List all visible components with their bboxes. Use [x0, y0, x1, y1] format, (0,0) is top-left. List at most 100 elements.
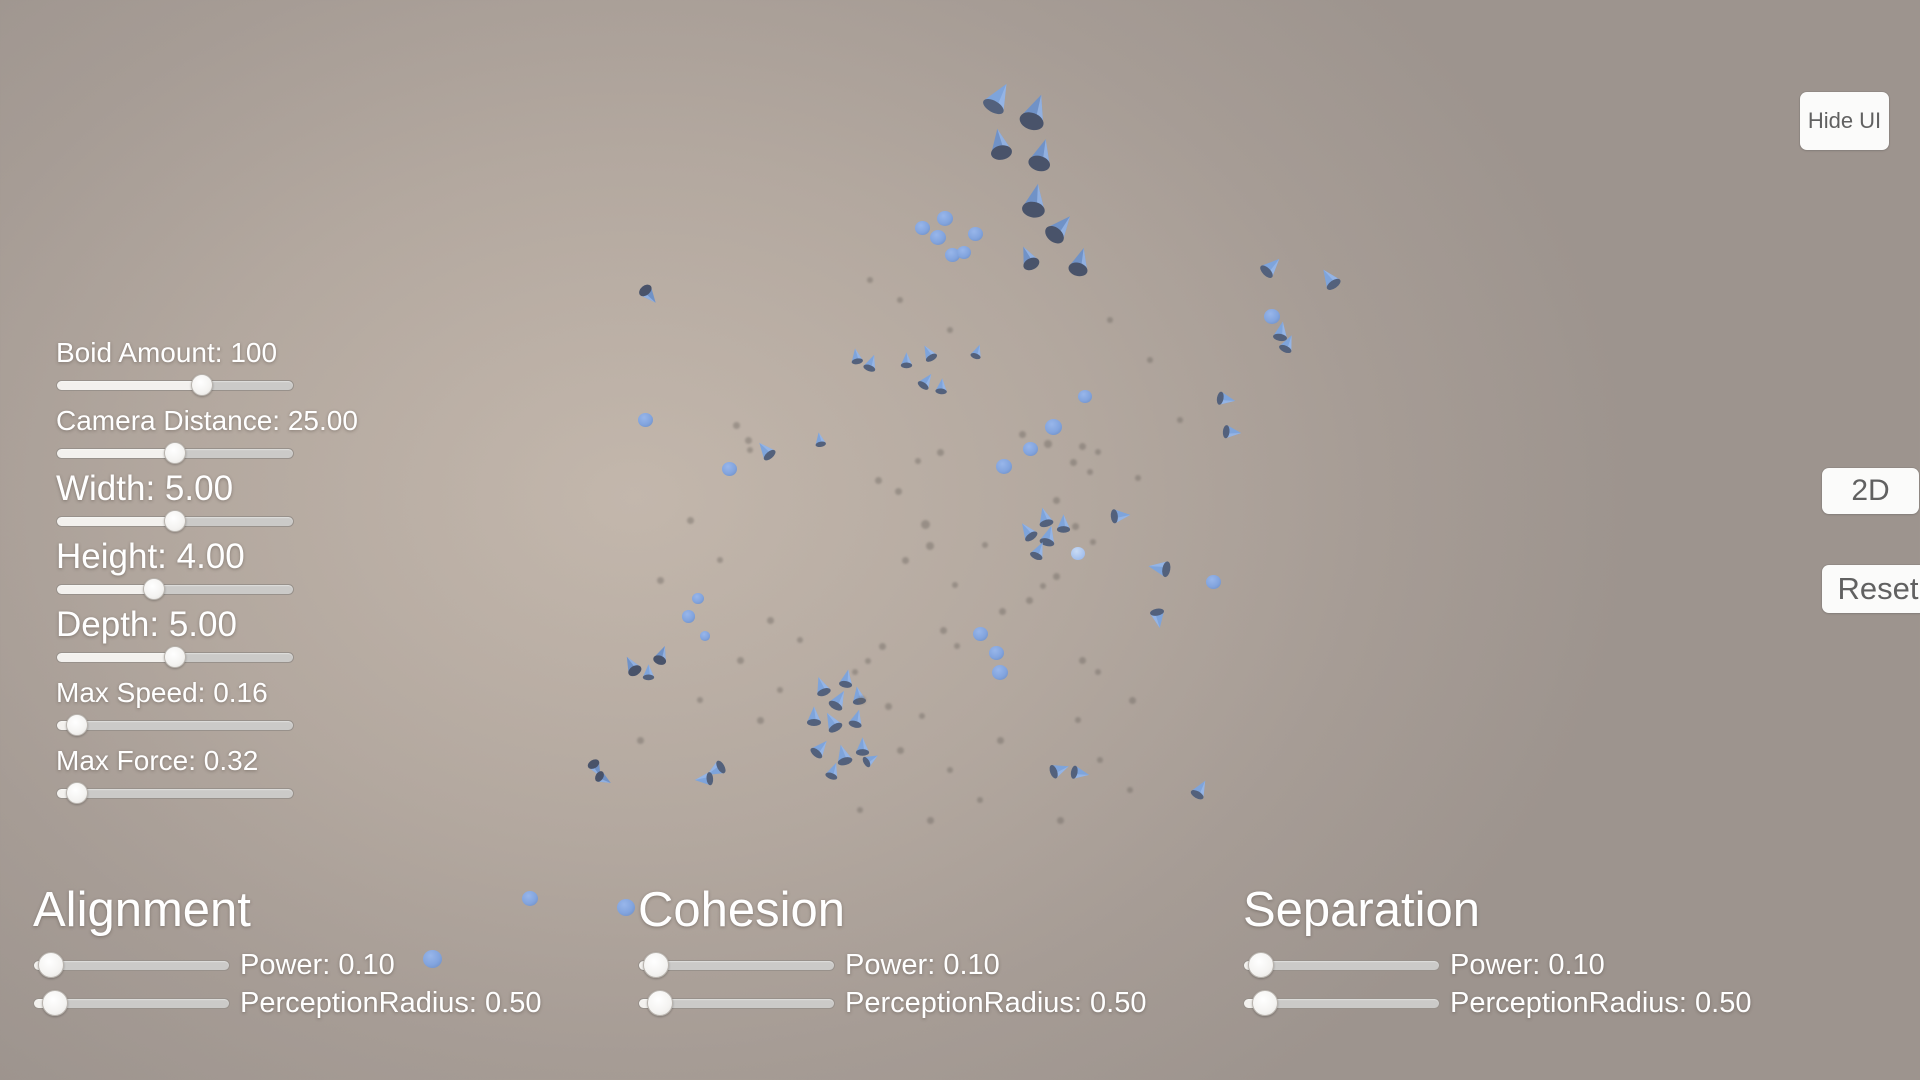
camera-distance-slider[interactable] [56, 441, 294, 465]
boid-ball [972, 626, 988, 642]
distant-boid-dot [1025, 596, 1033, 604]
boid-amount-slider[interactable] [56, 373, 294, 397]
boid-cone [1040, 208, 1079, 248]
boid-ball [992, 665, 1008, 681]
distant-boid-dot [636, 736, 644, 744]
boid-cone [918, 341, 940, 364]
boid-cone [849, 685, 867, 708]
distant-boid-dot [857, 807, 863, 813]
boid-ball [1022, 441, 1038, 457]
distant-boid-dot [1087, 469, 1093, 475]
boid-ball [944, 247, 960, 263]
boid-cone [1019, 181, 1051, 220]
distant-boid-dot [1090, 539, 1096, 545]
distant-boid-dot [1040, 583, 1046, 589]
distant-boid-dot [1056, 816, 1064, 824]
boid-ball [1264, 309, 1280, 325]
boid-cone [1256, 252, 1286, 282]
boid-cone [806, 706, 822, 728]
boid-cone [813, 431, 828, 449]
cohesion-power-slider[interactable] [638, 950, 835, 980]
width-slider[interactable] [56, 509, 294, 533]
separation-title: Separation [1243, 883, 1481, 937]
boid-cone [1220, 424, 1241, 441]
boid-cone [1015, 519, 1040, 546]
depth-label: Depth: 5.00 [56, 605, 237, 644]
cohesion-power-label: Power: 0.10 [845, 948, 1000, 981]
boid-cone [969, 342, 986, 361]
alignment-perception-radius-slider[interactable] [33, 988, 230, 1018]
boid-cone [693, 771, 714, 788]
distant-boid-dot [996, 736, 1004, 744]
alignment-power-label: Power: 0.10 [240, 948, 395, 981]
distant-boid-dot [1071, 522, 1079, 530]
distant-boid-dot [717, 557, 723, 563]
separation-perception-radius-label: PerceptionRadius: 0.50 [1450, 986, 1752, 1019]
distant-boid-dot [1075, 717, 1081, 723]
boid-ball [422, 950, 442, 969]
distant-boid-dot [897, 297, 903, 303]
distant-boid-dot [1095, 449, 1101, 455]
distant-boid-dot [915, 458, 921, 464]
boid-cone [823, 760, 843, 783]
boid-ball [1044, 418, 1062, 435]
boid-cone [636, 282, 662, 309]
height-slider[interactable] [56, 577, 294, 601]
distant-boid-dot [919, 713, 925, 719]
distant-boid-dot [867, 277, 873, 283]
boid-cone [1109, 507, 1132, 525]
distant-boid-dot [686, 516, 694, 524]
boid-cone [861, 352, 881, 375]
boid-ball [988, 645, 1004, 661]
boid-ball [1078, 389, 1092, 403]
distant-boid-dot [926, 542, 934, 550]
cohesion-perception-radius-slider[interactable] [638, 988, 835, 1018]
hide-ui-button[interactable]: Hide UI [1800, 92, 1889, 150]
boid-ball [700, 631, 710, 641]
boid-cone [1188, 777, 1213, 804]
distant-boid-dot [936, 448, 944, 456]
reset-button[interactable]: Reset [1822, 565, 1920, 613]
separation-perception-radius-slider[interactable] [1243, 988, 1440, 1018]
separation-power-slider[interactable] [1243, 950, 1440, 980]
boid-cone [837, 668, 855, 691]
boid-cone [855, 737, 870, 757]
alignment-power-slider[interactable] [33, 950, 230, 980]
alignment-power-row: Power: 0.10 [33, 946, 541, 984]
distant-boid-dot [732, 421, 740, 429]
distant-boid-dot [1044, 440, 1052, 448]
alignment-perception-radius-label: PerceptionRadius: 0.50 [240, 986, 542, 1019]
boid-cone [811, 674, 833, 700]
max-speed-slider[interactable] [56, 713, 294, 737]
distant-boid-dot [894, 487, 902, 495]
depth-slider[interactable] [56, 645, 294, 669]
camera-distance-label: Camera Distance: 25.00 [56, 405, 358, 436]
boid-cone [1316, 264, 1345, 294]
max-speed-label: Max Speed: 0.16 [56, 677, 268, 708]
boid-cone [1034, 506, 1055, 531]
boid-cone [592, 769, 614, 789]
alignment-panel: Alignment Power: 0.10 PerceptionRadius: 0.… [33, 883, 542, 1022]
boid-cone [753, 438, 779, 465]
distant-boid-dot [1069, 458, 1077, 466]
distant-boid-dot [1127, 787, 1133, 793]
separation-power-row: Power: 0.10 [1243, 946, 1751, 984]
distant-boid-dot [736, 656, 744, 664]
distant-boid-dot [982, 542, 988, 548]
distant-boid-dot [1107, 317, 1113, 323]
distant-boid-dot [744, 436, 752, 444]
distant-boid-dot [1052, 572, 1060, 580]
boid-cone [934, 378, 948, 397]
boid-cone [859, 750, 881, 770]
boid-cone [807, 736, 833, 763]
boid-cone [620, 653, 645, 680]
2d-mode-button[interactable]: 2D [1822, 468, 1919, 514]
boid-cone [1037, 523, 1059, 550]
max-force-slider[interactable] [56, 781, 294, 805]
boid-ball [937, 211, 953, 227]
boid-cone [846, 707, 866, 730]
distant-boid-dot [947, 327, 953, 333]
distant-boid-dot [947, 767, 953, 773]
cohesion-title: Cohesion [638, 883, 846, 937]
